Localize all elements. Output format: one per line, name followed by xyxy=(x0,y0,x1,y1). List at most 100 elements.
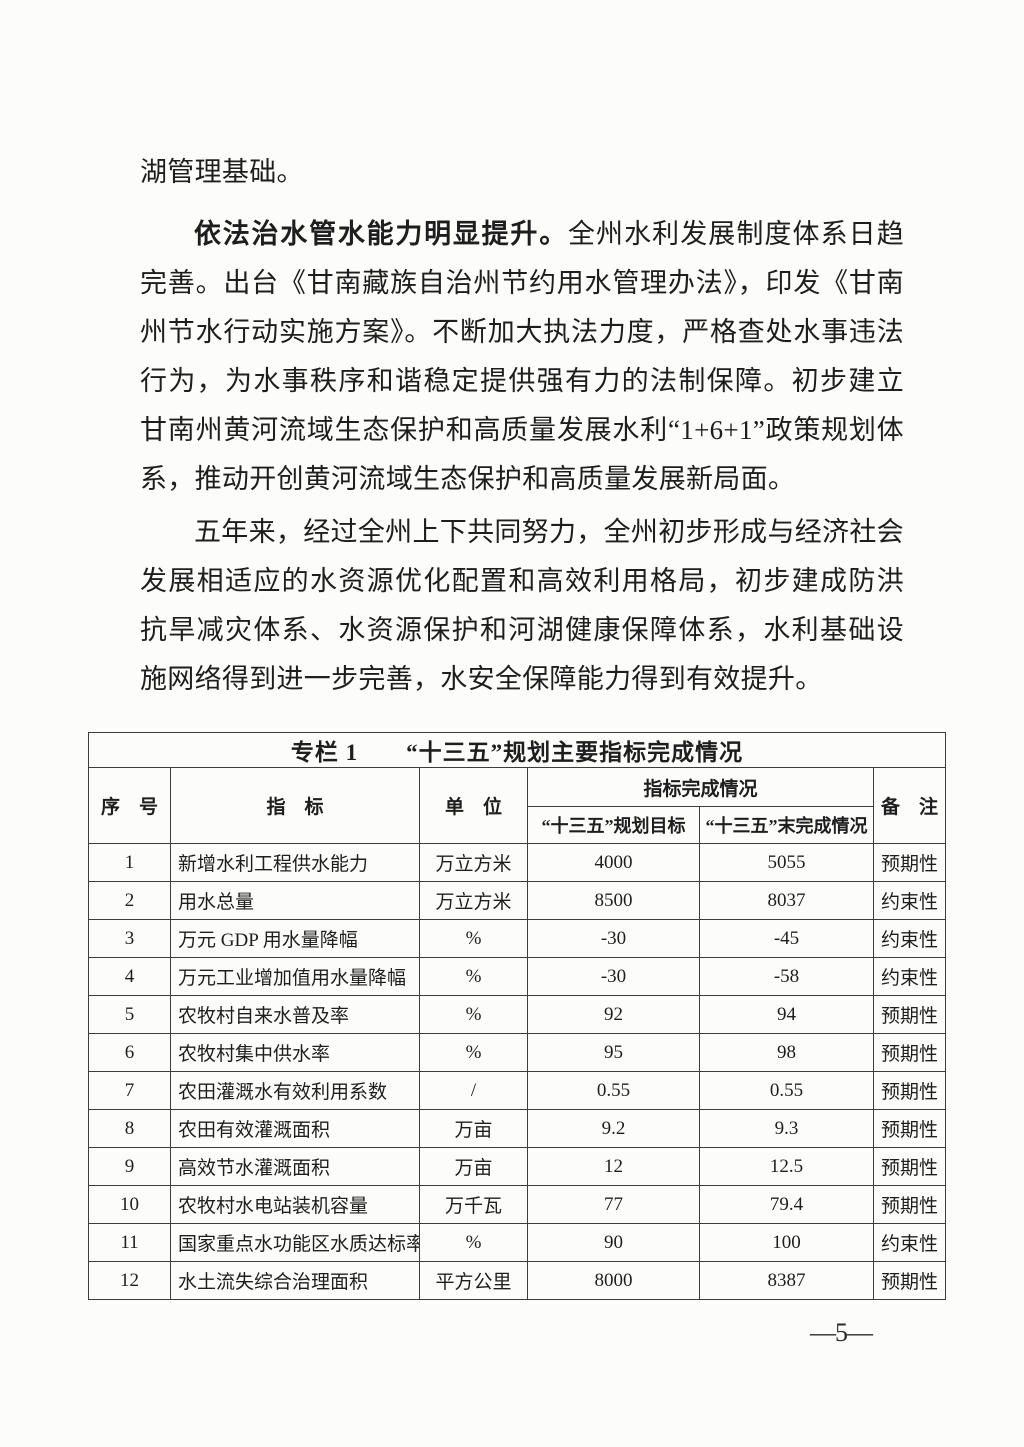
cell-unit: % xyxy=(419,957,528,996)
header-unit: 单 位 xyxy=(419,767,528,844)
cell-remark: 约束性 xyxy=(873,1223,946,1262)
cell-indicator: 高效节水灌溉面积 xyxy=(170,1147,420,1186)
cell-final-completion: 79.4 xyxy=(699,1185,874,1224)
cell-seq: 7 xyxy=(88,1071,171,1110)
cell-plan-target: 9.2 xyxy=(527,1109,700,1148)
header-completion-group: 指标完成情况 xyxy=(527,767,874,807)
cell-final-completion: 94 xyxy=(699,995,874,1034)
table-header: 专栏 1 “十三五”规划主要指标完成情况 序 号 指 标 单 位 指标完成情况 … xyxy=(88,732,946,844)
paragraph-text: 五年来，经过全州上下共同努力，全州初步形成与经济社会发展相适应的水资源优化配置和… xyxy=(140,517,904,694)
cell-unit: % xyxy=(419,995,528,1034)
cell-unit: 万亩 xyxy=(419,1147,528,1186)
cell-seq: 2 xyxy=(88,881,171,920)
paragraph-text: 全州水利发展制度体系日趋完善。出台《甘南藏族自治州节约用水管理办法》，印发《甘南… xyxy=(140,219,904,494)
table-row: 10 农牧村水电站装机容量 万千瓦 77 79.4 预期性 xyxy=(88,1185,946,1224)
table-row: 1 新增水利工程供水能力 万立方米 4000 5055 预期性 xyxy=(88,843,946,882)
cell-unit: 万立方米 xyxy=(419,843,528,882)
cell-plan-target: 0.55 xyxy=(527,1071,700,1110)
table-title: 专栏 1 “十三五”规划主要指标完成情况 xyxy=(88,732,946,768)
cell-remark: 预期性 xyxy=(873,995,946,1034)
cell-final-completion: -58 xyxy=(699,957,874,996)
text-content: 湖管理基础。 依法治水管水能力明显提升。全州水利发展制度体系日趋完善。出台《甘南… xyxy=(140,148,904,704)
table-row: 5 农牧村自来水普及率% 92 94 预期性 xyxy=(88,995,946,1034)
cell-seq: 3 xyxy=(88,919,171,958)
paragraph-text: 湖管理基础。 xyxy=(140,157,304,187)
cell-final-completion: 12.5 xyxy=(699,1147,874,1186)
cell-indicator: 农牧村集中供水率 xyxy=(170,1033,420,1072)
cell-plan-target: 8500 xyxy=(527,881,700,920)
header-plan-target: “十三五”规划目标 xyxy=(527,806,700,844)
page-number: —5— xyxy=(810,1318,873,1347)
cell-final-completion: 0.55 xyxy=(699,1071,874,1110)
cell-remark: 预期性 xyxy=(873,1109,946,1148)
cell-indicator: 新增水利工程供水能力 xyxy=(170,843,420,882)
cell-seq: 8 xyxy=(88,1109,171,1148)
paragraph-continuation: 湖管理基础。 xyxy=(140,148,904,197)
cell-plan-target: 92 xyxy=(527,995,700,1034)
cell-seq: 10 xyxy=(88,1185,171,1224)
cell-remark: 预期性 xyxy=(873,1261,946,1300)
table-body: 1 新增水利工程供水能力 万立方米 4000 5055 预期性 2 用水总量 万立方米 8500 8… xyxy=(88,843,946,1300)
cell-final-completion: 100 xyxy=(699,1223,874,1262)
cell-unit: 平方公里 xyxy=(419,1261,528,1300)
cell-final-completion: 5055 xyxy=(699,843,874,882)
table-row: 6 农牧村集中供水率% 95 98 预期性 xyxy=(88,1033,946,1072)
header-indicator: 指 标 xyxy=(170,767,420,844)
cell-seq: 9 xyxy=(88,1147,171,1186)
header-final-completion: “十三五”末完成情况 xyxy=(699,806,874,844)
cell-remark: 预期性 xyxy=(873,843,946,882)
cell-unit: 万亩 xyxy=(419,1109,528,1148)
cell-seq: 12 xyxy=(88,1261,171,1300)
cell-indicator: 国家重点水功能区水质达标率 xyxy=(170,1223,420,1262)
cell-unit: / xyxy=(419,1071,528,1110)
cell-unit: 万立方米 xyxy=(419,881,528,920)
cell-indicator: 农牧村自来水普及率 xyxy=(170,995,420,1034)
cell-seq: 1 xyxy=(88,843,171,882)
table-row: 3 万元 GDP 用水量降幅% -30 -45 约束性 xyxy=(88,919,946,958)
cell-plan-target: 12 xyxy=(527,1147,700,1186)
cell-remark: 预期性 xyxy=(873,1185,946,1224)
cell-indicator: 农田灌溉水有效利用系数 xyxy=(170,1071,420,1110)
paragraph-five-years: 五年来，经过全州上下共同努力，全州初步形成与经济社会发展相适应的水资源优化配置和… xyxy=(140,508,904,704)
cell-plan-target: 90 xyxy=(527,1223,700,1262)
cell-plan-target: -30 xyxy=(527,919,700,958)
cell-plan-target: -30 xyxy=(527,957,700,996)
cell-indicator: 农田有效灌溉面积 xyxy=(170,1109,420,1148)
cell-indicator: 万元工业增加值用水量降幅 xyxy=(170,957,420,996)
cell-seq: 4 xyxy=(88,957,171,996)
table-title-row: 专栏 1 “十三五”规划主要指标完成情况 xyxy=(88,732,946,768)
cell-seq: 5 xyxy=(88,995,171,1034)
paragraph-law-enforcement: 依法治水管水能力明显提升。全州水利发展制度体系日趋完善。出台《甘南藏族自治州节约… xyxy=(140,210,904,504)
cell-unit: 万千瓦 xyxy=(419,1185,528,1224)
cell-final-completion: 8037 xyxy=(699,881,874,920)
header-row-group: 序 号 指 标 单 位 指标完成情况 备 注 xyxy=(88,767,946,844)
cell-remark: 预期性 xyxy=(873,1033,946,1072)
plan-indicators-table: 专栏 1 “十三五”规划主要指标完成情况 序 号 指 标 单 位 指标完成情况 … xyxy=(88,732,946,1300)
cell-remark: 约束性 xyxy=(873,957,946,996)
cell-unit: % xyxy=(419,1223,528,1262)
cell-final-completion: 9.3 xyxy=(699,1109,874,1148)
header-seq: 序 号 xyxy=(88,767,171,844)
cell-final-completion: 98 xyxy=(699,1033,874,1072)
cell-plan-target: 8000 xyxy=(527,1261,700,1300)
cell-indicator: 万元 GDP 用水量降幅 xyxy=(170,919,420,958)
table-row: 2 用水总量 万立方米 8500 8037 约束性 xyxy=(88,881,946,920)
table-row: 9 高效节水灌溉面积 万亩 12 12.5 预期性 xyxy=(88,1147,946,1186)
cell-unit: % xyxy=(419,1033,528,1072)
cell-indicator: 用水总量 xyxy=(170,881,420,920)
cell-remark: 约束性 xyxy=(873,881,946,920)
table-row: 8 农田有效灌溉面积 万亩 9.2 9.3 预期性 xyxy=(88,1109,946,1148)
cell-remark: 约束性 xyxy=(873,919,946,958)
paragraph-bold-lead: 依法治水管水能力明显提升。 xyxy=(194,219,568,249)
table-row: 12 水土流失综合治理面积 平方公里 8000 8387 预期性 xyxy=(88,1261,946,1300)
cell-plan-target: 4000 xyxy=(527,843,700,882)
header-row-sub: “十三五”规划目标 “十三五”末完成情况 xyxy=(89,806,946,844)
cell-seq: 11 xyxy=(88,1223,171,1262)
table-row: 4 万元工业增加值用水量降幅% -30 -58 约束性 xyxy=(88,957,946,996)
cell-unit: % xyxy=(419,919,528,958)
cell-indicator: 农牧村水电站装机容量 xyxy=(170,1185,420,1224)
cell-remark: 预期性 xyxy=(873,1071,946,1110)
cell-seq: 6 xyxy=(88,1033,171,1072)
header-remark: 备 注 xyxy=(873,767,946,844)
